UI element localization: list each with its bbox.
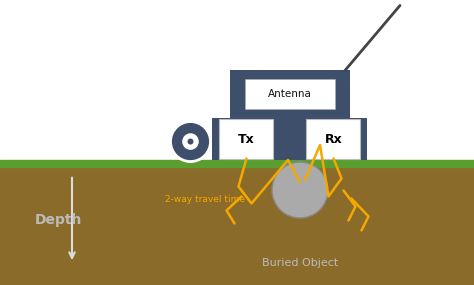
Text: Antenna: Antenna	[268, 89, 312, 99]
Circle shape	[171, 122, 210, 162]
Circle shape	[272, 162, 328, 218]
Bar	[212, 119, 367, 160]
FancyBboxPatch shape	[307, 119, 361, 159]
Bar	[0, 167, 474, 285]
Circle shape	[188, 139, 193, 144]
FancyBboxPatch shape	[219, 119, 273, 159]
Bar	[230, 70, 350, 119]
Text: Rx: Rx	[325, 133, 342, 146]
Bar	[0, 160, 474, 167]
Text: 2-way travel time: 2-way travel time	[165, 195, 245, 204]
FancyBboxPatch shape	[245, 80, 335, 109]
Circle shape	[182, 133, 200, 150]
Text: Tx: Tx	[238, 133, 255, 146]
Text: Depth: Depth	[34, 213, 82, 227]
Text: Buried Object: Buried Object	[262, 258, 338, 268]
